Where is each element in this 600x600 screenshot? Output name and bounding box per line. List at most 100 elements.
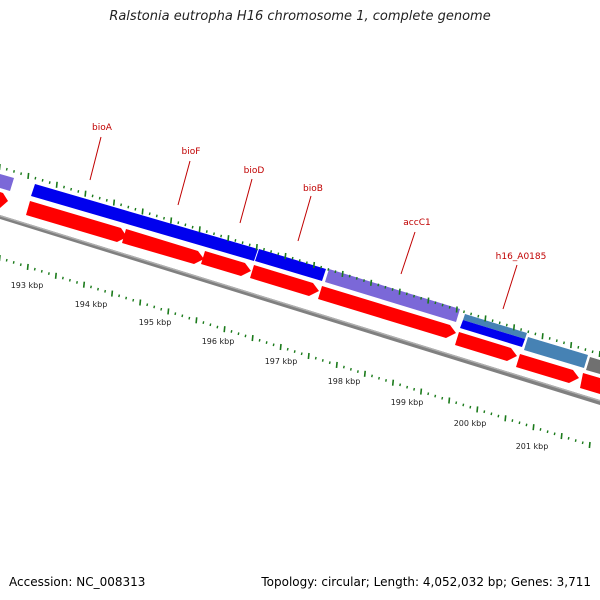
minor-tick xyxy=(483,410,486,414)
kbp-label-194: 194 kbp xyxy=(75,300,108,309)
gene-label-accC1: accC1 xyxy=(403,218,430,228)
minor-tick xyxy=(539,428,542,431)
minor-tick xyxy=(270,250,273,253)
major-tick xyxy=(54,272,57,279)
feature-bar-accC1 xyxy=(325,269,460,322)
cds-arrow-2 xyxy=(122,229,204,264)
minor-tick xyxy=(48,181,51,184)
major-tick xyxy=(27,172,30,179)
major-tick xyxy=(141,208,144,215)
kbp-label-195: 195 kbp xyxy=(139,318,172,327)
minor-tick xyxy=(555,339,558,343)
minor-tick xyxy=(134,207,137,211)
minor-tick xyxy=(5,167,8,171)
minor-tick xyxy=(427,392,430,396)
minor-tick xyxy=(98,196,101,200)
feature-bar-gray xyxy=(586,357,600,374)
gene-label-bioD: bioD xyxy=(244,166,265,176)
cds-arrow-5 xyxy=(318,286,456,338)
minor-tick xyxy=(263,247,265,251)
major-tick xyxy=(227,235,230,242)
minor-tick xyxy=(63,185,65,189)
leader-line-accC1 xyxy=(400,231,416,275)
minor-tick xyxy=(498,321,501,325)
minor-tick xyxy=(41,178,44,182)
major-tick xyxy=(251,335,254,342)
major-tick xyxy=(588,441,591,449)
minor-tick xyxy=(300,352,303,356)
major-tick xyxy=(55,181,58,188)
minor-tick xyxy=(441,396,444,400)
major-tick xyxy=(284,252,287,260)
minor-tick xyxy=(12,261,15,264)
minor-tick xyxy=(577,345,580,349)
minor-tick xyxy=(334,270,337,274)
major-tick xyxy=(455,306,458,313)
minor-tick xyxy=(213,232,215,236)
minor-tick xyxy=(314,356,317,360)
cds-arrow-7 xyxy=(516,354,579,383)
leader-line-bioA xyxy=(89,136,102,181)
minor-tick xyxy=(265,341,268,344)
minor-tick xyxy=(363,279,365,282)
major-tick xyxy=(560,433,563,440)
major-tick xyxy=(139,299,142,306)
minor-tick xyxy=(191,225,194,229)
major-tick xyxy=(335,361,338,368)
minor-tick xyxy=(518,421,521,425)
cds-arrow-3 xyxy=(201,251,251,276)
minor-tick xyxy=(244,334,247,338)
feature-bar-h16-a0185-lower xyxy=(460,320,525,347)
feature-bar-h16-a0185-upper xyxy=(463,314,527,339)
minor-tick xyxy=(342,365,345,369)
minor-tick xyxy=(469,405,472,409)
major-tick xyxy=(307,352,310,360)
minor-tick xyxy=(120,203,123,207)
genome-summary-text: Topology: circular; Length: 4,052,032 bp… xyxy=(261,575,591,589)
minor-tick xyxy=(355,276,358,280)
kbp-label-197: 197 kbp xyxy=(265,357,298,366)
minor-tick xyxy=(155,214,158,218)
minor-tick xyxy=(146,303,149,307)
minor-tick xyxy=(298,259,301,262)
cds-arrow-4 xyxy=(250,265,319,296)
cds-arrow-6 xyxy=(455,332,517,361)
gene-label-bioA: bioA xyxy=(92,123,113,133)
minor-tick xyxy=(234,239,237,242)
minor-tick xyxy=(371,374,373,378)
minor-tick xyxy=(520,328,523,331)
minor-tick xyxy=(13,170,15,173)
gene-label-h16-a0185: h16_A0185 xyxy=(496,252,547,262)
gene-leader-lines xyxy=(89,136,518,310)
cds-arrow-8 xyxy=(580,373,600,394)
minor-tick xyxy=(132,298,135,302)
minor-tick xyxy=(463,310,465,314)
minor-tick xyxy=(405,292,408,296)
minor-tick xyxy=(70,187,73,191)
minor-tick xyxy=(127,205,130,209)
minor-tick xyxy=(19,263,22,267)
minor-tick xyxy=(406,385,409,389)
major-tick xyxy=(398,288,401,295)
major-tick xyxy=(512,324,516,331)
minor-tick xyxy=(567,436,570,440)
major-tick xyxy=(363,370,366,377)
minor-tick xyxy=(305,261,308,265)
minor-tick xyxy=(105,198,108,202)
minor-tick xyxy=(548,337,551,340)
minor-tick xyxy=(413,294,415,298)
minor-tick xyxy=(230,330,233,333)
minor-tick xyxy=(20,172,23,176)
gene-label-bioF: bioF xyxy=(182,147,201,157)
minor-tick xyxy=(477,314,480,318)
minor-tick xyxy=(546,430,549,434)
minor-tick xyxy=(505,323,508,327)
minor-tick xyxy=(163,216,165,220)
minor-tick xyxy=(104,289,107,293)
major-tick xyxy=(198,226,201,233)
major-tick xyxy=(111,290,114,297)
minor-tick xyxy=(237,332,240,336)
accession-text: Accession: NC_008313 xyxy=(9,575,146,589)
minor-tick xyxy=(385,379,387,382)
minor-tick xyxy=(321,359,324,362)
